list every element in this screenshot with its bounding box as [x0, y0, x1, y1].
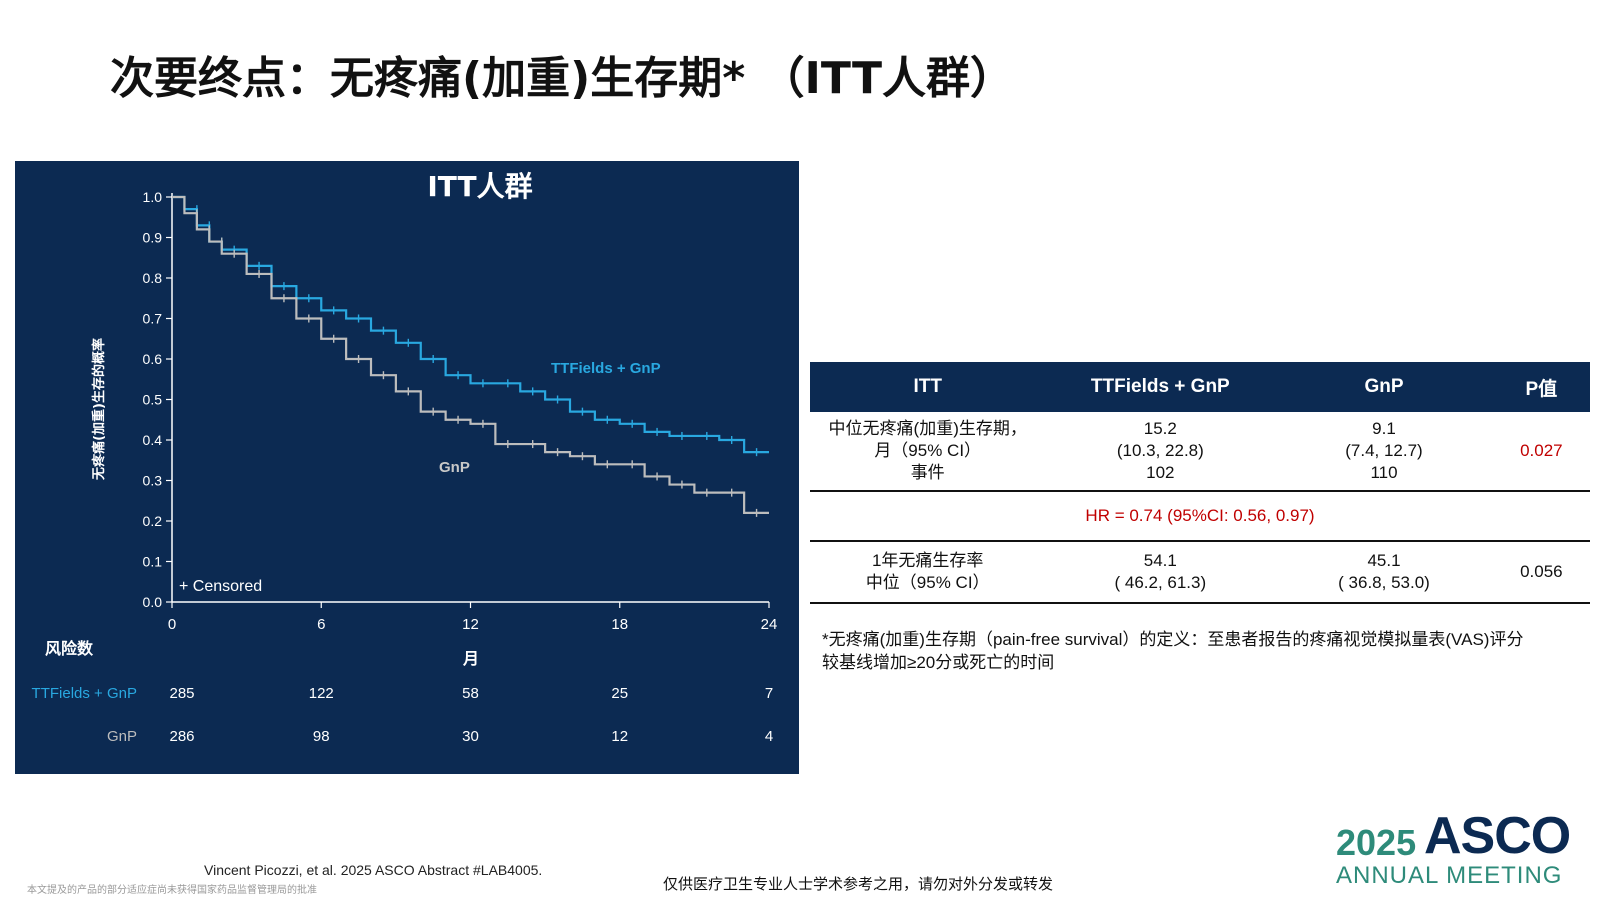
risk-count: 98: [313, 728, 330, 745]
y-tick-label: 0.2: [143, 513, 163, 529]
row1-gnp: 9.1 (7.4, 12.7) 110: [1275, 412, 1493, 492]
risk-count: 285: [169, 685, 194, 702]
series-label-ttfields: TTFields + GnP: [551, 360, 661, 377]
km-chart: ITT人群 无疼痛(加重)生存的概率 月 + Censored TTFields…: [32, 170, 778, 745]
y-tick-label: 0.9: [143, 230, 163, 246]
logo-name: ASCO: [1424, 807, 1571, 865]
approval-disclaimer: 本文提及的产品的部分适应症尚未获得国家药品监督管理局的批准: [27, 885, 317, 896]
row2-gnp: 45.1 ( 36.8, 53.0): [1275, 541, 1493, 604]
logo-year: 2025: [1336, 822, 1417, 863]
y-tick-label: 0.7: [143, 311, 163, 327]
table-row: 1年无痛生存率 中位（95% CI） 54.1 ( 46.2, 61.3) 45…: [810, 541, 1590, 604]
x-tick-label: 6: [317, 616, 325, 633]
censored-legend: + Censored: [179, 578, 262, 595]
x-tick-label: 24: [761, 616, 778, 633]
y-tick-label: 0.8: [143, 270, 163, 286]
row1-ttfields: 15.2 (10.3, 22.8) 102: [1045, 412, 1276, 492]
x-axis-label: 月: [462, 649, 479, 668]
table-row-hr: HR = 0.74 (95%CI: 0.56, 0.97): [810, 491, 1590, 542]
row1-label: 中位无疼痛(加重)生存期， 月（95% CI） 事件: [810, 412, 1046, 492]
series-label-gnp: GnP: [439, 459, 470, 476]
y-tick-label: 0.1: [143, 554, 163, 570]
slide-title: 次要终点：无疼痛(加重)生存期* （ITT人群）: [110, 53, 1014, 104]
citation: Vincent Picozzi, et al. 2025 ASCO Abstra…: [204, 862, 543, 878]
row2-pvalue: 0.056: [1492, 541, 1590, 604]
risk-table-title: 风险数: [45, 639, 94, 658]
asco-logo: 2025 ASCO ANNUAL MEETING: [1336, 807, 1586, 889]
risk-count: 58: [462, 685, 479, 702]
results-table: ITT TTFields + GnP GnP P值 中位无疼痛(加重)生存期， …: [810, 362, 1590, 604]
row2-label: 1年无痛生存率 中位（95% CI）: [810, 541, 1046, 604]
hcp-disclaimer: 仅供医疗卫生专业人士学术参考之用，请勿对外分发或转发: [663, 876, 1054, 893]
header-itt: ITT: [810, 362, 1046, 412]
table-header-row: ITT TTFields + GnP GnP P值: [810, 362, 1590, 412]
risk-count: 12: [611, 728, 628, 745]
risk-count: 25: [611, 685, 628, 702]
km-chart-panel: ITT人群 无疼痛(加重)生存的概率 月 + Censored TTFields…: [15, 161, 799, 774]
y-axis-label: 无疼痛(加重)生存的概率: [91, 338, 107, 481]
row2-ttfields: 54.1 ( 46.2, 61.3): [1045, 541, 1276, 604]
footnote-line-2: 较基线增加≥20分或死亡的时间: [822, 653, 1055, 672]
km-curve-ttfields: [172, 195, 769, 454]
chart-title: ITT人群: [427, 170, 532, 203]
risk-row-label-gnp: GnP: [107, 728, 137, 745]
y-tick-label: 0.6: [143, 351, 163, 367]
row1-pvalue: 0.027: [1492, 412, 1590, 492]
risk-count: 122: [309, 685, 334, 702]
footnote-line-1: *无疼痛(加重)生存期（pain-free survival）的定义：至患者报告…: [822, 630, 1524, 649]
header-gnp: GnP: [1275, 362, 1493, 412]
risk-count: 4: [765, 728, 773, 745]
logo-subtitle: ANNUAL MEETING: [1336, 862, 1563, 889]
x-tick-label: 0: [168, 616, 176, 633]
risk-count: 30: [462, 728, 479, 745]
risk-row-label-ttfields: TTFields + GnP: [32, 685, 137, 702]
km-curve-gnp: [172, 195, 769, 514]
risk-count: 7: [765, 685, 773, 702]
risk-count: 286: [169, 728, 194, 745]
x-tick-label: 18: [611, 616, 628, 633]
header-p: P值: [1492, 362, 1590, 412]
table-row: 中位无疼痛(加重)生存期， 月（95% CI） 事件 15.2 (10.3, 2…: [810, 412, 1590, 492]
hazard-ratio: HR = 0.74 (95%CI: 0.56, 0.97): [810, 491, 1590, 542]
y-tick-label: 0.3: [143, 473, 163, 489]
y-tick-label: 0.4: [143, 432, 163, 448]
header-ttfields: TTFields + GnP: [1045, 362, 1276, 412]
y-tick-label: 1.0: [143, 189, 163, 205]
y-tick-label: 0.0: [143, 594, 163, 610]
footnote: *无疼痛(加重)生存期（pain-free survival）的定义：至患者报告…: [822, 628, 1582, 674]
y-tick-label: 0.5: [143, 392, 163, 408]
x-tick-label: 12: [462, 616, 479, 633]
